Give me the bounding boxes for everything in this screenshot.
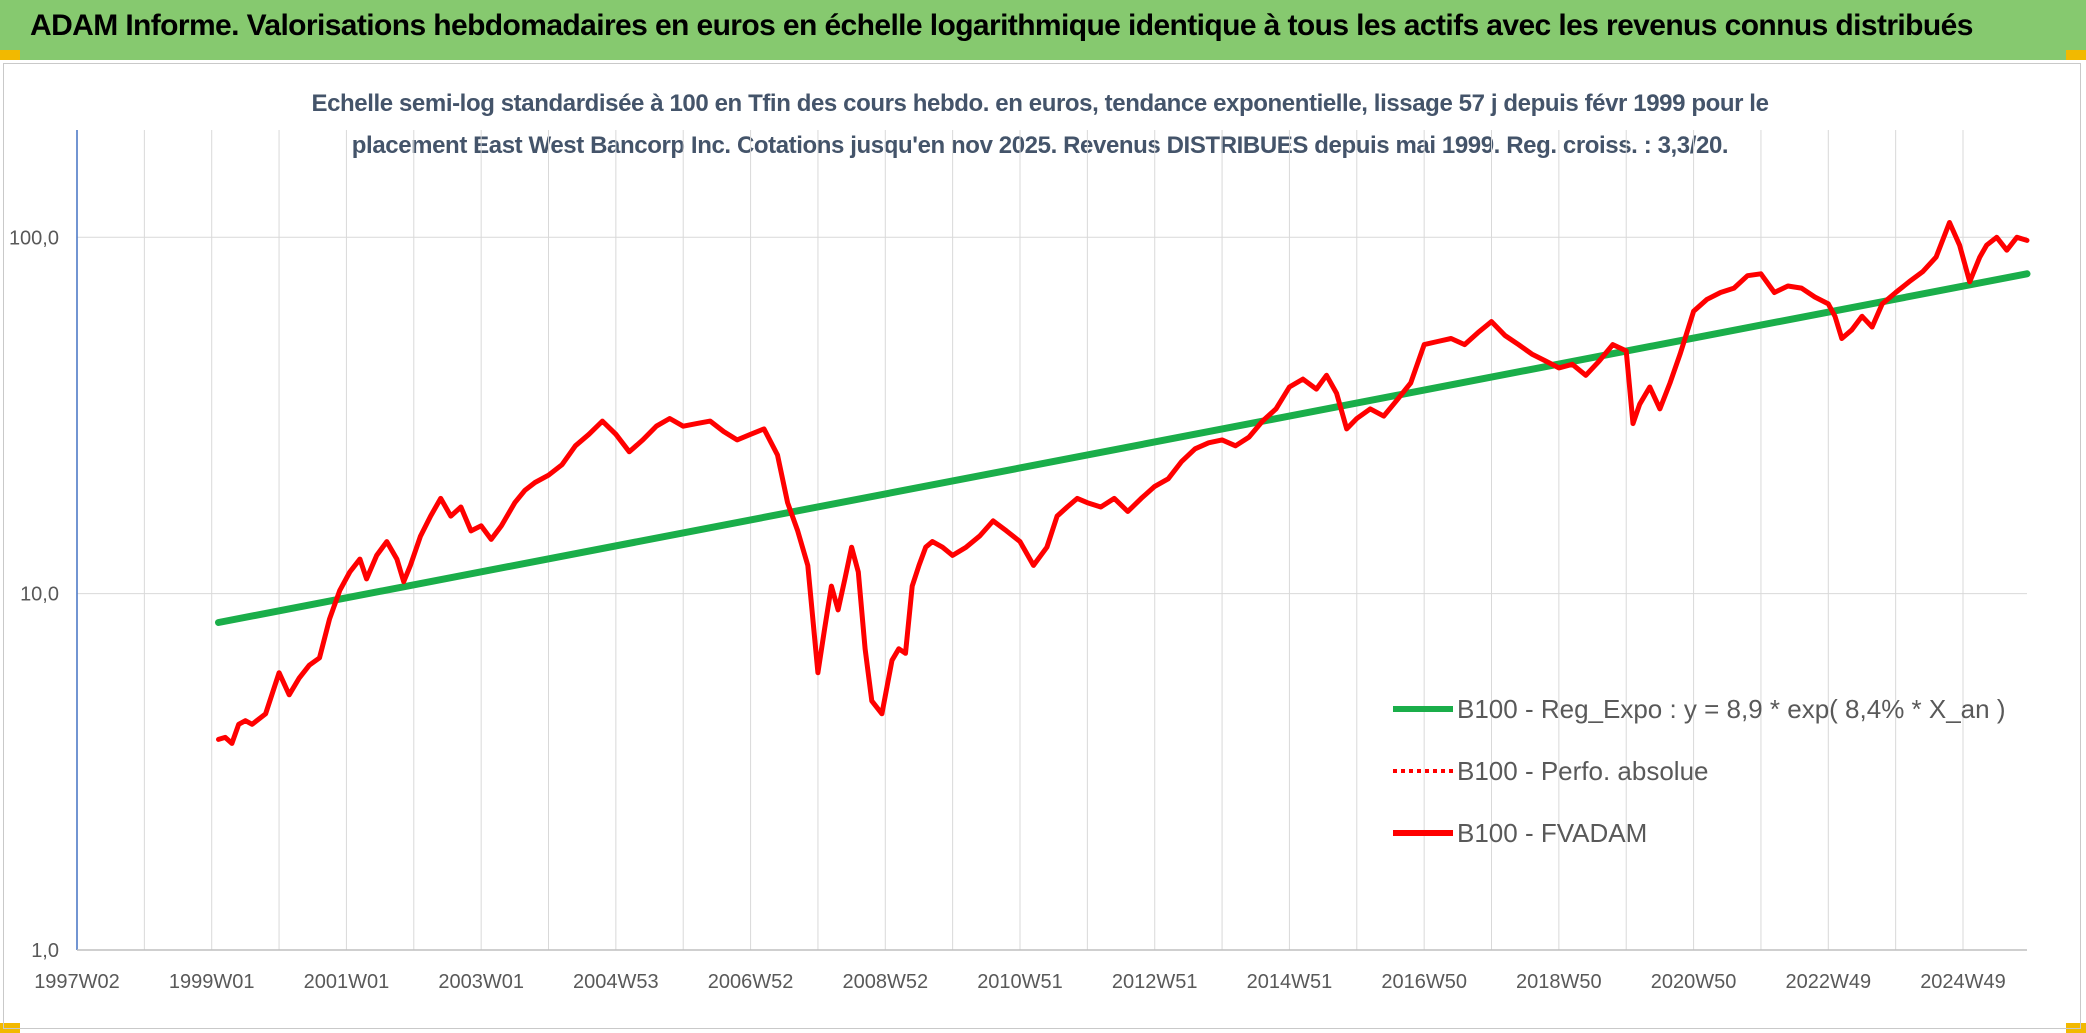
chart-title-line-2: placement East West Bancorp Inc. Cotatio…	[351, 132, 1729, 159]
legend-label-1: B100 - Reg_Expo : y = 8,9 * exp( 8,4% * …	[1457, 694, 2006, 724]
x-tick-label: 2001W01	[304, 971, 390, 993]
legend-label-3: B100 - FVADAM	[1457, 818, 1647, 848]
x-tick-label: 2004W53	[573, 971, 659, 993]
report-banner: ADAM Informe. Valorisations hebdomadaire…	[0, 0, 2086, 60]
chart-frame	[3, 63, 2081, 1029]
corner-marker-top-left	[0, 50, 20, 60]
x-tick-label: 2003W01	[438, 971, 524, 993]
report-title: ADAM Informe. Valorisations hebdomadaire…	[30, 9, 1973, 42]
x-tick-label: 1999W01	[169, 971, 255, 993]
y-tick-label: 1,0	[31, 940, 59, 962]
series-line-1	[215, 270, 2031, 626]
x-tick-label: 2014W51	[1247, 971, 1333, 993]
corner-marker-top-right	[2066, 50, 2086, 60]
x-tick-label: 1997W02	[34, 971, 120, 993]
x-tick-label: 2018W50	[1516, 971, 1602, 993]
x-tick-label: 2020W50	[1651, 971, 1737, 993]
x-tick-label: 2024W49	[1920, 971, 2006, 993]
chart-title-line-1: Echelle semi-log standardisée à 100 en T…	[311, 90, 1769, 117]
x-tick-label: 2008W52	[842, 971, 928, 993]
x-tick-label: 2016W50	[1381, 971, 1467, 993]
x-tick-label: 2006W52	[708, 971, 794, 993]
x-tick-label: 2022W49	[1785, 971, 1871, 993]
series-line-3	[216, 220, 2030, 746]
x-tick-label: 2010W51	[977, 971, 1063, 993]
legend-label-2: B100 - Perfo. absolue	[1457, 756, 1709, 786]
y-tick-label: 10,0	[20, 584, 59, 606]
y-tick-label: 100,0	[9, 227, 59, 249]
x-tick-label: 2012W51	[1112, 971, 1198, 993]
